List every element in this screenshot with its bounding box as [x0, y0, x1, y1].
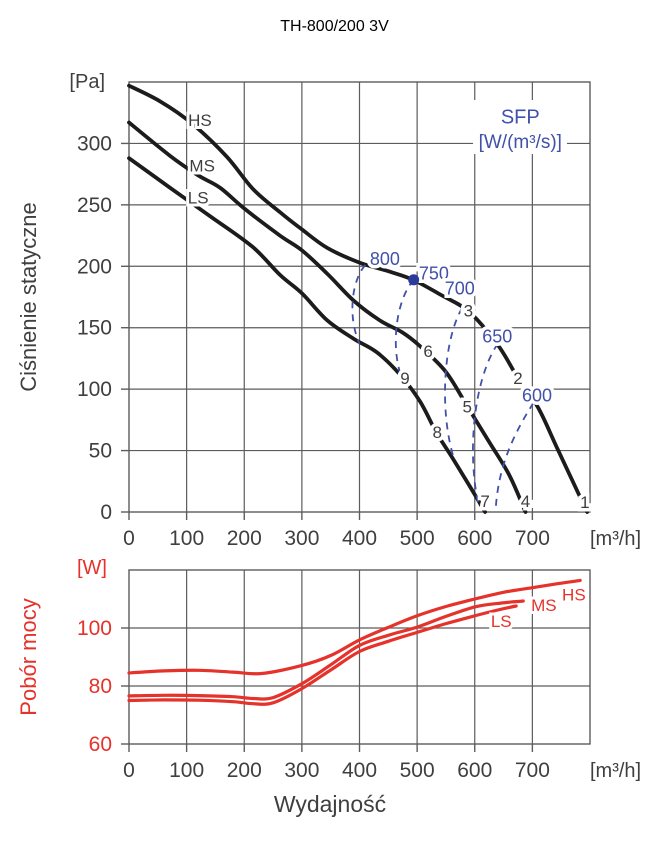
curve-label-LS: LS: [188, 188, 209, 207]
pressure-curve-MS: [127, 120, 528, 514]
curve-label-HS: HS: [188, 111, 212, 130]
x-tick-label: 300: [284, 527, 319, 550]
y-tick-label: 150: [77, 317, 112, 340]
sfp-value-label: 800: [370, 249, 400, 269]
y-tick-label: 250: [77, 194, 112, 217]
operating-point-dot[interactable]: [408, 274, 420, 286]
y-tick-label: 0: [100, 501, 112, 524]
y-axis-unit: [W]: [77, 557, 107, 579]
x-tick-label: 600: [457, 527, 492, 550]
power-chart: 0 100 200 300 400 500 600 700 [m³/h] 60 80 100 [W] Po…: [16, 557, 641, 782]
x-tick-label: 0: [123, 527, 135, 550]
pressure-curve-HS: [127, 83, 589, 514]
x-axis-title: Wydajność: [274, 791, 386, 817]
power-curve-label-HS: HS: [562, 586, 586, 605]
sfp-value-label: 650: [482, 326, 512, 346]
power-curve-MS: [127, 599, 525, 701]
sfp-curve-750: [394, 279, 415, 384]
y-axis-title: Ciśnienie statyczne: [16, 202, 41, 392]
static-pressure-chart: 0 100 200 300 400 500 600 700 [m³/h] 0 50 100 150 200…: [16, 71, 641, 550]
tick-marks: [121, 627, 534, 752]
y-axis-title: Pobór mocy: [16, 598, 41, 715]
x-tick-label: 400: [342, 759, 377, 782]
power-curve-LS: [127, 604, 518, 706]
sfp-curve-650: [472, 343, 499, 507]
point-marker-1: 1: [580, 493, 589, 512]
x-tick-label: 600: [457, 759, 492, 782]
sfp-value-label: 700: [445, 278, 475, 298]
sfp-unit: [W/(m³/s)]: [479, 132, 562, 153]
point-marker-2: 2: [513, 369, 522, 388]
sfp-curve-600: [494, 402, 535, 513]
y-axis-unit: [Pa]: [69, 71, 105, 93]
sfp-label-box: [473, 100, 567, 154]
x-axis-unit: [m³/h]: [590, 528, 641, 550]
power-curve-HS: [127, 578, 582, 676]
sfp-title: SFP: [501, 106, 540, 128]
x-tick-label: 500: [400, 759, 435, 782]
point-marker-3: 3: [464, 302, 473, 321]
point-marker-5: 5: [463, 397, 472, 416]
x-tick-label: 700: [515, 759, 550, 782]
x-tick-label: 700: [515, 527, 550, 550]
sfp-curve-800: [351, 264, 366, 345]
sfp-value-label: 600: [522, 385, 552, 405]
x-tick-label: 300: [284, 759, 319, 782]
y-tick-label: 80: [89, 675, 112, 698]
y-tick-label: 60: [89, 733, 112, 756]
point-marker-8: 8: [433, 423, 442, 442]
y-tick-label: 200: [77, 255, 112, 278]
x-tick-label: 200: [227, 527, 262, 550]
tick-marks: [121, 142, 534, 520]
x-tick-label: 100: [169, 759, 204, 782]
pressure-curve-LS: [127, 156, 487, 514]
point-marker-6: 6: [423, 342, 432, 361]
chart-title: TH-800/200 3V: [280, 18, 389, 35]
gridlines: [129, 570, 590, 744]
x-tick-label: 400: [342, 527, 377, 550]
curve-label-MS: MS: [189, 157, 215, 176]
point-marker-9: 9: [400, 369, 409, 388]
sfp-curve-700: [444, 307, 463, 461]
y-tick-label: 100: [77, 378, 112, 401]
point-marker-7: 7: [480, 492, 489, 511]
x-axis-unit: [m³/h]: [590, 760, 641, 782]
x-tick-label: 100: [169, 527, 204, 550]
power-curve-label-LS: LS: [491, 612, 512, 631]
x-tick-label: 500: [400, 527, 435, 550]
point-marker-4: 4: [521, 492, 530, 511]
x-tick-label: 200: [227, 759, 262, 782]
power-curve-label-MS: MS: [531, 596, 557, 615]
y-tick-label: 100: [77, 617, 112, 640]
y-tick-label: 300: [77, 132, 112, 155]
x-tick-label: 0: [123, 759, 135, 782]
sfp-value-label: 750: [419, 264, 449, 284]
y-tick-label: 50: [89, 440, 112, 463]
